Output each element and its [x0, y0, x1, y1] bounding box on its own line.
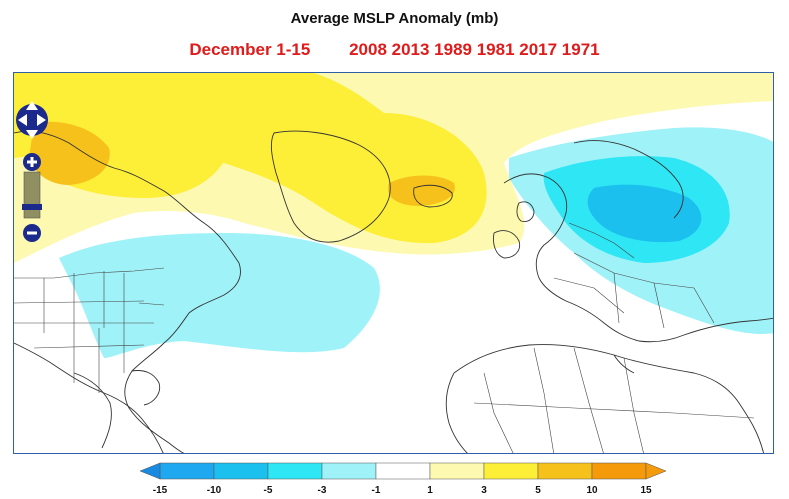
- zoom-slider-track[interactable]: [23, 171, 41, 219]
- legend-swatch: [429, 462, 485, 480]
- legend-swatch: [591, 462, 647, 480]
- zoom-controls: [16, 96, 50, 246]
- legend-tick-label: 3: [481, 485, 487, 496]
- zoom-in-button[interactable]: [23, 153, 41, 171]
- anomaly-map: [14, 73, 773, 453]
- legend-tick-label: 5: [535, 485, 541, 496]
- legend-swatch: [483, 462, 539, 480]
- color-legend: -15 -10 -5 -3 -1 1 3 5 10 15: [138, 461, 668, 496]
- date-range: December 1-15: [189, 40, 311, 59]
- legend-swatch: [537, 462, 593, 480]
- legend-swatch: [213, 462, 269, 480]
- legend-tick-label: 10: [586, 485, 598, 496]
- page-title: Average MSLP Anomaly (mb): [290, 10, 499, 27]
- subtitle: December 1-15 2008 2013 1989 1981 2017 1…: [0, 40, 789, 60]
- legend-tick-label: -3: [317, 485, 327, 496]
- legend-tick-label: 1: [427, 485, 433, 496]
- legend-tick-label: -10: [206, 485, 222, 496]
- negative-anomaly-strong: [587, 184, 702, 243]
- legend-tick-label: -1: [371, 485, 381, 496]
- negative-anomaly-moderate-atlantic: [114, 296, 178, 338]
- legend-swatch: [159, 462, 215, 480]
- negative-anomaly-weak-atlantic: [59, 233, 380, 358]
- boundaries: [14, 222, 755, 453]
- map-panel[interactable]: [13, 72, 774, 454]
- legend-low-arrow: [139, 462, 161, 480]
- legend-bar: [139, 462, 667, 480]
- legend-swatch: [375, 462, 431, 480]
- positive-anomaly-strong-west: [29, 121, 110, 185]
- analog-years: 2008 2013 1989 1981 2017 1971: [349, 40, 600, 59]
- anomaly-shading: [14, 73, 773, 358]
- legend-swatch: [267, 462, 323, 480]
- legend-high-arrow: [645, 462, 667, 480]
- legend-swatch: [321, 462, 377, 480]
- legend-tick-label: -5: [263, 485, 273, 496]
- zoom-slider-handle[interactable]: [22, 204, 42, 210]
- legend-tick-label: 15: [640, 485, 652, 496]
- pan-arrows-icon[interactable]: [16, 101, 48, 139]
- legend-tick-label: -15: [152, 485, 168, 496]
- zoom-out-button[interactable]: [23, 224, 41, 242]
- coastlines: [14, 130, 773, 453]
- positive-anomaly-strong-center: [388, 175, 455, 206]
